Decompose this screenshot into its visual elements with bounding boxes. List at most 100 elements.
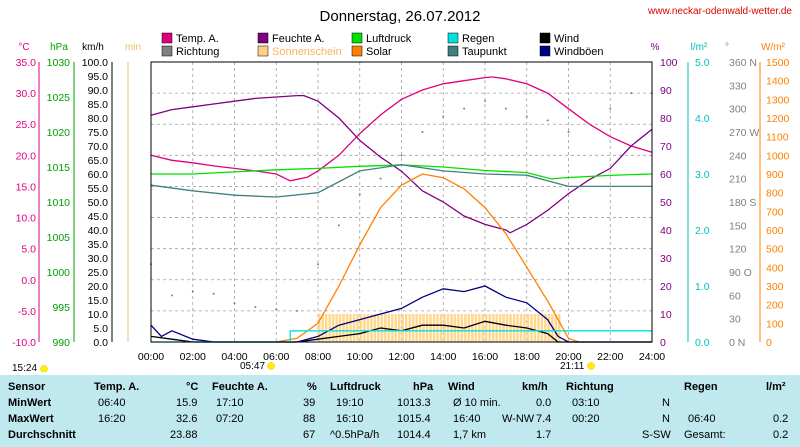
tick-temp-4: 15.0 — [16, 181, 37, 193]
hdr-temp: Temp. A. — [94, 381, 140, 393]
series-line-3 — [150, 164, 652, 198]
tick-press-4: 1010 — [47, 197, 71, 209]
max-rain: 0.2 — [773, 413, 789, 425]
tick-solar-5: 1000 — [766, 150, 790, 162]
hdr-rain: Regen — [684, 381, 718, 393]
sun-bar — [474, 314, 478, 342]
legend-label-7: Taupunkt — [462, 46, 507, 58]
site-url[interactable]: www.neckar-odenwald-wetter.de — [647, 6, 792, 17]
richtung-point-15 — [463, 107, 466, 110]
tick-wind-7: 65.0 — [88, 155, 109, 167]
legend-swatch-7 — [447, 45, 459, 57]
tick-rain-0: 5.0 — [695, 57, 710, 69]
tick-hum-5: 50 — [660, 197, 672, 209]
sun-bar — [544, 314, 547, 342]
max-wind: 7.4 — [536, 413, 552, 425]
tick-temp-3: 20.0 — [16, 150, 37, 162]
tick-hum-1: 90 — [660, 85, 672, 97]
sun-bar — [450, 314, 453, 342]
tick-hum-7: 30 — [660, 253, 672, 265]
axes: 35.0 30.0 25.0 20.0 15.0 10.0 5.0 0.0 -5.0 -10.0 1… — [12, 57, 789, 363]
sun-icon-2 — [587, 362, 595, 370]
richtung-point-23 — [630, 92, 633, 95]
tick-wind-18: 10.0 — [88, 309, 109, 321]
unit-press: hPa — [50, 42, 68, 53]
sun-bar — [488, 314, 491, 342]
richtung-point-7 — [296, 309, 299, 312]
legend-swatch-3 — [257, 45, 269, 57]
tick-solar-12: 300 — [766, 281, 784, 293]
unit-sun: min — [125, 42, 141, 53]
tick-hum-8: 20 — [660, 281, 672, 293]
sun-bar — [533, 314, 537, 342]
series-line-4 — [276, 173, 580, 343]
tick-wind-19: 5.0 — [93, 323, 108, 335]
richtung-point-20 — [567, 131, 570, 133]
tick-solar-15: 0 — [766, 337, 772, 349]
tick-wind-9: 55.0 — [88, 183, 109, 195]
tick-solar-11: 400 — [766, 262, 784, 274]
tick-x-6: 12:00 — [388, 351, 414, 363]
tick-x-8: 16:00 — [472, 351, 498, 363]
legend-swatch-6 — [447, 32, 459, 44]
hdr-wind-unit: km/h — [522, 381, 548, 393]
hdr-temp-unit: °C — [186, 381, 199, 393]
unit-wind: km/h — [82, 42, 104, 53]
tick-wind-3: 85.0 — [88, 99, 109, 111]
tick-solar-1: 1400 — [766, 76, 790, 88]
legend-label-8: Wind — [554, 33, 579, 45]
sun-bar — [429, 314, 432, 342]
unit-temp: °C — [18, 42, 29, 53]
suntime-sunrise_marker: 15:24 — [12, 363, 37, 372]
tick-dir-11: 30 — [729, 314, 741, 326]
tick-dir-8: 120 — [729, 244, 747, 256]
tick-dir-10: 60 — [729, 290, 741, 302]
tick-hum-3: 70 — [660, 141, 672, 153]
tick-solar-7: 800 — [766, 188, 784, 200]
min-wind-time: Ø 10 min. — [453, 397, 501, 409]
sun-bar — [502, 314, 505, 342]
sun-bar — [359, 314, 363, 342]
sun-icon-0 — [40, 365, 48, 372]
tick-wind-4: 80.0 — [88, 113, 109, 125]
sun-bar — [318, 314, 321, 342]
richtung-point-2 — [191, 290, 194, 293]
sun-bar — [418, 314, 422, 342]
max-dir: N — [662, 413, 670, 425]
tick-x-4: 08:00 — [305, 351, 331, 363]
min-dir: N — [662, 397, 670, 409]
sun-bar — [453, 314, 457, 342]
sun-bar — [366, 314, 370, 342]
legend-swatch-5 — [351, 45, 363, 57]
tick-x-2: 04:00 — [221, 351, 247, 363]
min-temp-time: 06:40 — [98, 397, 126, 409]
richtung-point-21 — [588, 123, 591, 126]
sun-bar — [558, 314, 561, 342]
sun-bar — [404, 314, 408, 342]
sun-bar — [547, 314, 551, 342]
tick-solar-14: 100 — [766, 318, 784, 330]
tick-wind-0: 100.0 — [82, 57, 108, 69]
richtung-point-8 — [317, 263, 319, 266]
legend-swatch-2 — [257, 32, 269, 44]
sun-bar — [363, 314, 366, 342]
unit-hum: % — [651, 42, 660, 53]
tick-rain-2: 3.0 — [695, 169, 710, 181]
tick-solar-9: 600 — [766, 225, 784, 237]
tick-press-7: 995 — [52, 302, 70, 314]
sun-bar — [422, 314, 425, 342]
richtung-point-11 — [379, 177, 382, 180]
unit-solar: W/m² — [761, 42, 786, 53]
sun-bar — [328, 314, 331, 342]
tick-wind-20: 0.0 — [93, 337, 108, 349]
tick-wind-10: 50.0 — [88, 197, 109, 209]
tick-x-10: 20:00 — [555, 351, 581, 363]
sun-bar — [370, 314, 373, 342]
legend-swatch-9 — [539, 45, 551, 57]
sun-bar — [443, 314, 446, 342]
max-rain-time: 06:40 — [688, 413, 716, 425]
richtung-point-18 — [525, 115, 528, 118]
richtung-point-16 — [484, 99, 486, 102]
tick-wind-15: 25.0 — [88, 267, 109, 279]
max-wind-time: 16:40 — [453, 413, 481, 425]
